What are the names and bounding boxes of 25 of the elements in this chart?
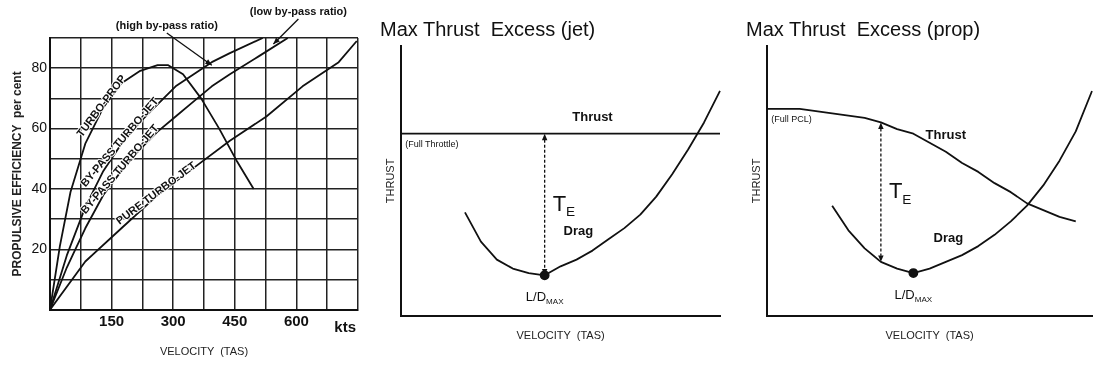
x-axis-title: VELOCITY (TAS) xyxy=(159,345,249,358)
text: kts xyxy=(334,317,357,335)
y-tick-label: 80 xyxy=(31,59,48,76)
x-tick-label: 150 xyxy=(99,311,125,329)
x-tick-label: 300 xyxy=(160,311,186,329)
x-axis-title: VELOCITY (TAS) xyxy=(516,329,605,342)
series-label: Drag xyxy=(563,222,594,238)
annotation: (high by-pass ratio) xyxy=(115,19,219,32)
y-axis-title: PROPULSIVE EFFICIENCY per cent xyxy=(9,71,24,277)
y-tick-label: 20 xyxy=(31,240,48,257)
chart-title: Max Thrust Excess (jet) xyxy=(380,17,596,40)
annotation: (Full Throttle) xyxy=(405,139,459,150)
x-axis-title: VELOCITY (TAS) xyxy=(885,329,974,342)
x-tick-label: 600 xyxy=(283,311,309,329)
annotation: (low by-pass ratio) xyxy=(249,5,348,18)
chart-title: Max Thrust Excess (prop) xyxy=(746,17,981,40)
y-tick-label: 40 xyxy=(31,179,48,196)
y-axis-title: THRUST xyxy=(749,158,762,204)
y-tick-label: 60 xyxy=(31,119,48,136)
x-tick-label: 450 xyxy=(222,311,248,329)
y-axis-title: THRUST xyxy=(383,158,396,204)
series-label: Thrust xyxy=(925,127,967,143)
series-label: Drag xyxy=(933,229,964,245)
annotation: (Full PCL) xyxy=(771,114,812,125)
series-label: Thrust xyxy=(572,109,614,125)
